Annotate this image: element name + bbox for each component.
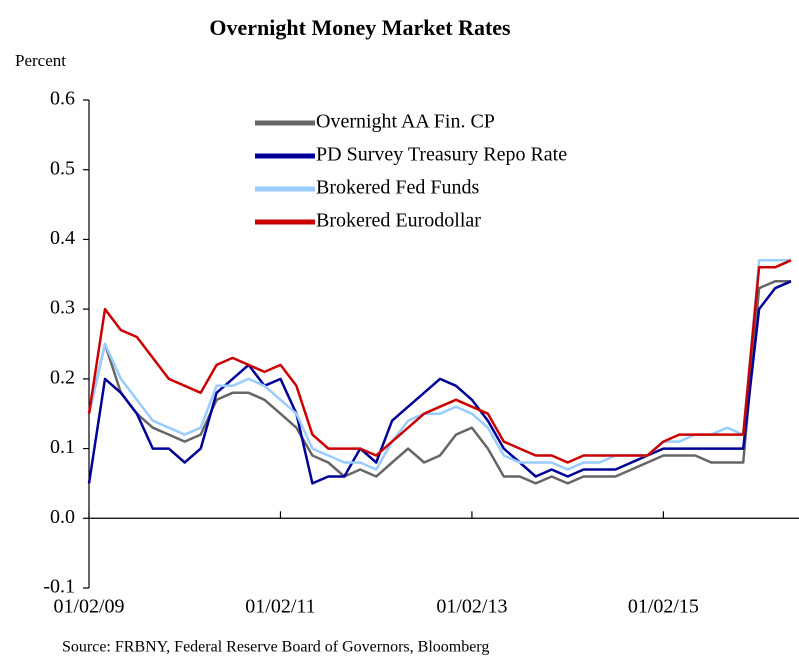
y-tick-label: 0.3: [50, 297, 75, 319]
y-tick-label: 0.5: [50, 157, 75, 179]
y-tick-label: 0.1: [50, 436, 75, 458]
x-tick-label: 01/02/15: [628, 596, 699, 618]
series-line: [87, 280, 792, 485]
series-line: [87, 259, 791, 471]
legend-label: PD Survey Treasury Repo Rate: [316, 144, 567, 166]
series-line: [87, 280, 791, 485]
y-tick-label: 0.4: [50, 227, 75, 249]
legend-label: Brokered Eurodollar: [316, 210, 481, 232]
legend-label: Brokered Fed Funds: [316, 177, 480, 199]
y-tick-label: 0.6: [50, 88, 75, 110]
y-tick-label: 0.2: [50, 366, 75, 388]
legend-label: Overnight AA Fin. CP: [316, 111, 495, 133]
y-tick-label: -0.1: [43, 576, 75, 598]
source-note: Source: FRBNY, Federal Reserve Board of …: [62, 639, 489, 656]
x-tick-label: 01/02/09: [53, 596, 124, 618]
y-tick-label: 0.0: [50, 506, 75, 528]
y-axis-label: Percent: [15, 51, 66, 70]
chart-title: Overnight Money Market Rates: [209, 15, 511, 40]
x-tick-label: 01/02/13: [436, 596, 507, 618]
series-line: [87, 259, 792, 464]
x-tick-label: 01/02/11: [245, 596, 315, 618]
